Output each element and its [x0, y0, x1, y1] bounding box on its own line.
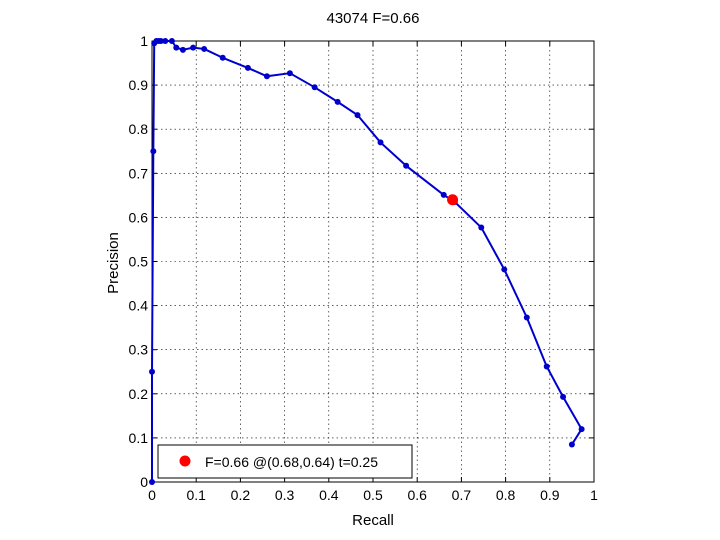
x-tick-labels: 0 0.1 0.2 0.3 0.4 0.5 0.6 0.7 0.8 0.9 1 [148, 487, 598, 503]
data-point [377, 139, 384, 146]
x-tick-label: 0 [148, 487, 156, 503]
y-axis-label: Precision [105, 232, 122, 294]
y-tick-label: 0.4 [129, 298, 149, 314]
legend-label: F=0.66 @(0.68,0.64) t=0.25 [205, 454, 378, 470]
y-tick-label: 0.1 [129, 430, 149, 446]
y-tick-label: 0.9 [129, 77, 149, 93]
data-point [150, 148, 157, 155]
y-tick-label: 0.8 [129, 121, 149, 137]
x-tick-label: 0.5 [363, 487, 383, 503]
legend-box [157, 444, 413, 479]
data-point [149, 479, 155, 485]
data-point [162, 38, 169, 44]
data-point [179, 46, 186, 53]
x-tick-label: 0.1 [186, 487, 206, 503]
legend-marker [179, 455, 191, 467]
data-point [440, 191, 447, 198]
chart-title: 43074 F=0.66 [327, 10, 420, 27]
data-point [311, 84, 318, 91]
y-tick-labels: 0 0.1 0.2 0.3 0.4 0.5 0.6 0.7 0.8 0.9 1 [129, 33, 149, 490]
x-tick-label: 0.7 [452, 487, 472, 503]
data-point [201, 45, 208, 52]
legend: F=0.66 @(0.68,0.64) t=0.25 [157, 444, 413, 479]
x-tick-label: 0.3 [275, 487, 295, 503]
data-point [244, 64, 251, 71]
x-tick-label: 0.8 [496, 487, 516, 503]
y-tick-label: 1 [140, 33, 148, 49]
highlight-point [447, 194, 459, 206]
y-tick-label: 0.7 [129, 165, 149, 181]
y-tick-label: 0.3 [129, 342, 149, 358]
grid-lines [152, 41, 594, 482]
data-point [286, 70, 293, 77]
y-tick-label: 0.6 [129, 209, 149, 225]
x-tick-label: 0.6 [407, 487, 427, 503]
data-point [173, 44, 180, 51]
data-point [560, 393, 567, 400]
data-point [157, 38, 164, 44]
x-tick-label: 0.9 [540, 487, 560, 503]
series-group [149, 38, 585, 485]
x-tick-label: 0.4 [319, 487, 339, 503]
data-point [543, 363, 550, 370]
data-point [523, 314, 530, 321]
data-point [149, 368, 155, 375]
data-point [478, 224, 485, 231]
data-point [354, 112, 361, 119]
data-point [403, 162, 410, 169]
data-point [501, 266, 508, 273]
data-point [168, 38, 175, 44]
data-point [219, 54, 226, 61]
y-tick-label: 0.5 [129, 254, 149, 270]
y-tick-label: 0.2 [129, 386, 149, 402]
y-tick-label: 0 [140, 474, 148, 490]
data-point [190, 44, 197, 51]
highlight-group [447, 194, 459, 206]
data-point [334, 98, 341, 105]
x-axis-label: Recall [352, 512, 394, 529]
data-point [568, 441, 575, 448]
x-tick-label: 1 [590, 487, 598, 503]
x-tick-label: 0.2 [231, 487, 251, 503]
data-point [263, 73, 270, 80]
data-point [578, 426, 585, 433]
